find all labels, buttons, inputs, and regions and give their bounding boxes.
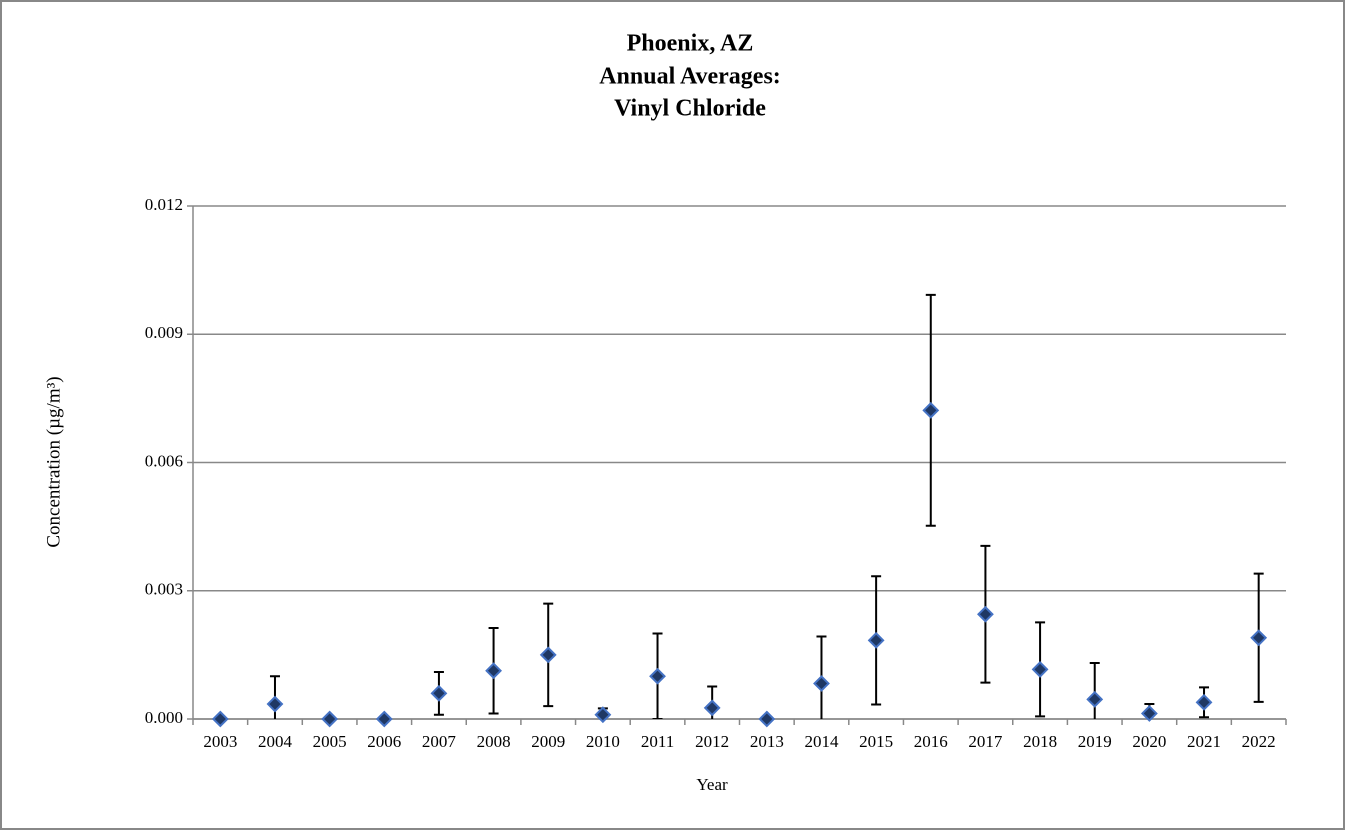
marker (375, 710, 393, 728)
marker (1031, 660, 1049, 678)
y-axis-title: Concentration (µg/m³) (43, 376, 64, 547)
marker (211, 710, 229, 728)
marker (977, 605, 994, 623)
marker (813, 675, 830, 692)
marker (1195, 693, 1213, 711)
x-tick-label: 2012 (695, 732, 729, 751)
marker (266, 695, 284, 713)
y-tick-label: 0.003 (145, 580, 183, 599)
marker (649, 667, 666, 685)
x-tick-label: 2005 (313, 732, 347, 751)
marker (1140, 705, 1158, 722)
x-tick-label: 2022 (1242, 732, 1276, 751)
marker (485, 662, 502, 680)
x-tick-label: 2010 (586, 732, 620, 751)
x-tick-label: 2011 (641, 732, 674, 751)
marker (867, 631, 885, 649)
x-tick-label: 2016 (914, 732, 948, 751)
x-tick-label: 2021 (1187, 732, 1221, 751)
marker (594, 706, 612, 724)
marker (321, 710, 339, 728)
marker (758, 710, 776, 728)
x-axis-title: Year (696, 775, 728, 794)
marker (539, 646, 557, 664)
x-tick-label: 2006 (367, 732, 401, 751)
x-tick-label: 2019 (1078, 732, 1112, 751)
marker (1086, 690, 1104, 708)
x-tick-label: 2015 (859, 732, 893, 751)
x-tick-label: 2004 (258, 732, 293, 751)
x-tick-label: 2017 (968, 732, 1003, 751)
x-tick-label: 2018 (1023, 732, 1057, 751)
x-tick-label: 2003 (203, 732, 237, 751)
chart-title: Vinyl Chloride (614, 96, 766, 122)
marker (703, 699, 721, 717)
y-tick-label: 0.012 (145, 195, 183, 214)
marker (430, 684, 448, 702)
x-tick-label: 2013 (750, 732, 784, 751)
x-tick-label: 2014 (804, 732, 839, 751)
y-tick-label: 0.006 (145, 451, 183, 470)
marker (922, 401, 940, 419)
y-tick-label: 0.000 (145, 708, 183, 727)
chart-title: Phoenix, AZ (627, 31, 754, 57)
x-tick-label: 2009 (531, 732, 565, 751)
y-tick-label: 0.009 (145, 323, 183, 342)
x-tick-label: 2008 (477, 732, 511, 751)
x-tick-label: 2007 (422, 732, 457, 751)
chart-title: Annual Averages: (599, 64, 781, 90)
marker (1250, 629, 1268, 647)
x-tick-label: 2020 (1132, 732, 1166, 751)
